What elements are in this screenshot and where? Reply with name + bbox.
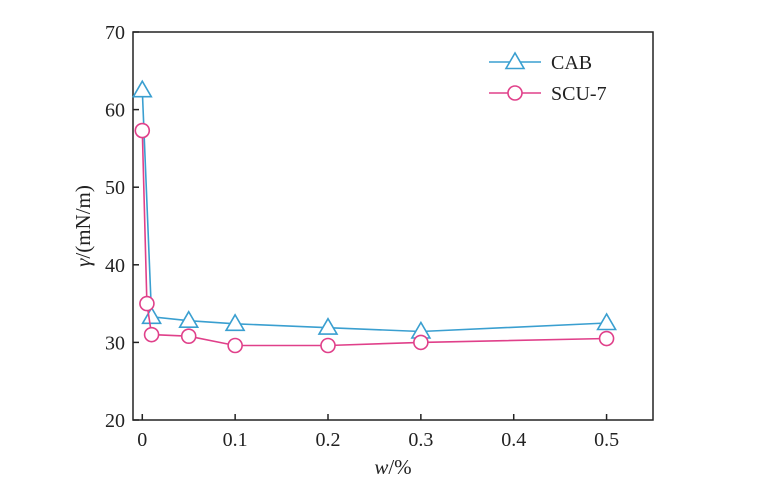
x-tick-label: 0.2 (316, 429, 341, 451)
x-axis-unit: /% (388, 455, 411, 479)
data-point-scu-7 (320, 337, 336, 354)
series-cab (131, 79, 617, 339)
data-point-scu-7 (143, 326, 160, 343)
y-axis-symbol: γ (71, 258, 95, 267)
data-point-scu-7 (413, 334, 429, 351)
legend-marker (504, 51, 526, 70)
legend-item-scu-7: SCU-7 (489, 83, 607, 105)
x-axis-ticks: 0 0.1 0.2 0.3 0.4 0.5 (137, 414, 619, 451)
y-axis-unit: /(mN/m) (71, 185, 95, 259)
y-axis-label: γ/(mN/m) (71, 185, 95, 267)
legend-marker (507, 85, 523, 101)
y-tick-label: 20 (105, 410, 125, 432)
legend: CAB SCU-7 (489, 51, 607, 105)
y-tick-label: 50 (105, 177, 125, 199)
y-axis-ticks: 20 30 40 50 60 70 (105, 22, 139, 432)
data-point-scu-7 (134, 122, 151, 139)
data-point-scu-7 (180, 328, 197, 344)
x-tick-label: 0 (137, 429, 147, 451)
y-tick-label: 70 (105, 22, 125, 44)
data-point-scu-7 (598, 330, 615, 347)
x-tick-label: 0.5 (594, 429, 619, 451)
x-axis-label: w/% (374, 455, 411, 479)
data-point-scu-7 (227, 337, 243, 354)
x-tick-label: 0.1 (223, 429, 248, 451)
data-point-cab (317, 317, 339, 335)
plot-frame (132, 31, 654, 421)
data-point-scu-7 (139, 295, 155, 312)
y-tick-label: 40 (105, 255, 125, 277)
series-line-cab (141, 90, 607, 333)
data-point-cab (224, 313, 246, 332)
data-point-cab (131, 79, 153, 98)
y-tick-label: 60 (105, 100, 125, 122)
data-point-cab (141, 306, 162, 325)
x-axis-symbol: w (374, 455, 388, 479)
series-scu-7 (134, 122, 615, 354)
y-tick-label: 30 (105, 332, 125, 354)
axes (132, 31, 654, 421)
legend-label: CAB (551, 52, 592, 74)
legend-item-cab: CAB (489, 51, 592, 74)
series-line-scu-7 (141, 130, 607, 347)
legend-label: SCU-7 (551, 83, 607, 105)
data-point-cab (596, 312, 617, 331)
x-tick-label: 0.3 (408, 429, 433, 451)
series-layer (131, 79, 617, 354)
x-tick-label: 0.4 (501, 429, 526, 451)
data-point-cab (178, 310, 200, 329)
